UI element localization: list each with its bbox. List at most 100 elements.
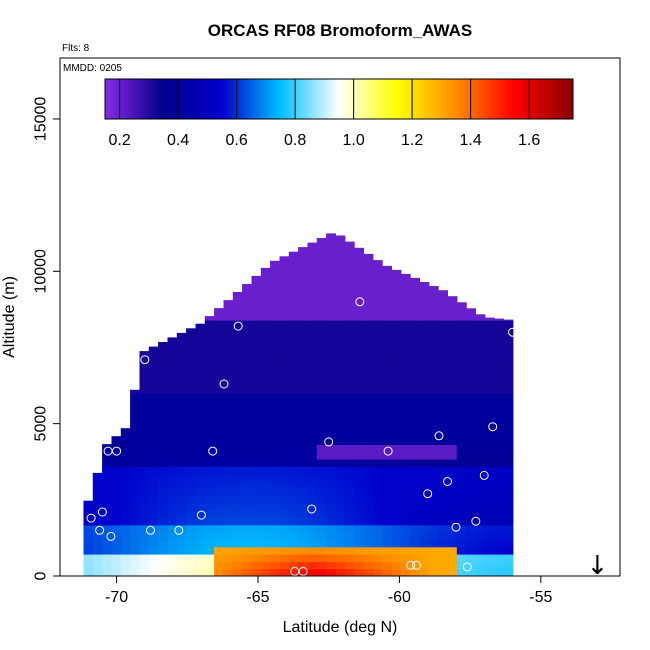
heatmap-cell: [335, 393, 346, 402]
heatmap-cell: [232, 393, 243, 402]
heatmap-cell: [382, 473, 392, 482]
heatmap-cell: [111, 568, 122, 576]
heatmap-cell: [307, 290, 318, 299]
heatmap-cell: [242, 371, 252, 380]
heatmap-cell: [354, 276, 364, 285]
heatmap-cell: [335, 235, 346, 241]
heatmap-cell: [391, 473, 402, 482]
heatmap-cell: [344, 241, 355, 248]
heatmap-cell: [484, 371, 495, 380]
heatmap-cell: [400, 539, 411, 548]
heatmap-cell: [298, 378, 308, 387]
heatmap-cell: [438, 422, 448, 431]
heatmap-cell: [130, 437, 140, 445]
heatmap-cell: [139, 459, 150, 467]
heatmap-cell: [344, 495, 355, 504]
heatmap-cell: [363, 276, 374, 285]
heatmap-cell: [83, 524, 94, 533]
sample-point: [471, 516, 481, 526]
heatmap-cell: [391, 495, 402, 504]
heatmap-cell: [307, 371, 318, 380]
sample-point: [488, 422, 498, 432]
heatmap-cell: [326, 473, 336, 482]
heatmap-cell: [186, 451, 196, 460]
heatmap-cell: [438, 517, 448, 526]
heatmap-cell: [438, 342, 448, 350]
heatmap-cell: [400, 283, 411, 292]
heatmap-cell: [214, 312, 224, 321]
heatmap-cell: [232, 568, 243, 576]
heatmap-cell: [251, 407, 262, 416]
heatmap-cell: [391, 407, 402, 416]
heatmap-cell: [419, 349, 430, 358]
heatmap-cell: [148, 517, 159, 526]
heatmap-cell: [242, 415, 252, 423]
heatmap-cell: [298, 290, 308, 299]
heatmap-cell: [204, 561, 215, 570]
heatmap-cell: [503, 539, 514, 548]
heatmap-cell: [372, 437, 383, 445]
heatmap-cell: [475, 451, 486, 460]
heatmap-cell: [242, 532, 252, 540]
heatmap-cell: [298, 363, 308, 372]
heatmap-cell: [335, 261, 346, 270]
heatmap-cell: [503, 466, 514, 475]
heatmap-cell: [214, 378, 224, 387]
heatmap-cell: [335, 444, 346, 453]
heatmap-cell: [344, 429, 355, 438]
heatmap-cell: [363, 305, 374, 314]
heatmap-cell: [419, 283, 430, 292]
heatmap-cell: [438, 356, 448, 365]
heatmap-cell: [447, 342, 458, 350]
heatmap-cell: [372, 371, 383, 380]
heatmap-cell: [494, 400, 504, 409]
heatmap-cell: [111, 444, 122, 453]
heatmap-cell: [316, 298, 327, 306]
heatmap-cell: [260, 276, 271, 285]
heatmap-cell: [223, 502, 234, 511]
heatmap-cell: [363, 568, 374, 576]
heatmap-cell: [382, 502, 392, 511]
heatmap-cell: [307, 261, 318, 270]
heatmap-cell: [316, 422, 327, 431]
heatmap-cell: [438, 524, 448, 533]
heatmap-cell: [307, 495, 318, 504]
heatmap-cell: [242, 554, 252, 562]
heatmap-cell: [447, 510, 458, 519]
heatmap-cell: [195, 415, 206, 423]
heatmap-cell: [260, 561, 271, 570]
heatmap-cell: [363, 349, 374, 358]
heatmap-cell: [232, 444, 243, 453]
heatmap-cell: [456, 305, 467, 314]
heatmap-cell: [307, 385, 318, 394]
heatmap-cell: [195, 334, 206, 343]
heatmap-cell: [400, 532, 411, 540]
heatmap-cell: [382, 283, 392, 292]
heatmap-cell: [428, 561, 439, 570]
heatmap-cell: [363, 466, 374, 475]
heatmap-cell: [158, 349, 168, 358]
heatmap-cell: [447, 539, 458, 548]
heatmap-cell: [363, 290, 374, 299]
heatmap-cell: [186, 422, 196, 431]
heatmap-cell: [344, 473, 355, 482]
heatmap-cell: [354, 393, 364, 402]
heatmap-cell: [251, 290, 262, 299]
heatmap-cell: [120, 524, 131, 533]
heatmap-cell: [186, 334, 196, 343]
heatmap-cell: [494, 451, 504, 460]
heatmap-cell: [466, 342, 476, 350]
heatmap-cell: [279, 371, 290, 380]
heatmap-cell: [260, 495, 271, 504]
heatmap-cell: [400, 327, 411, 336]
heatmap-cell: [372, 385, 383, 394]
heatmap-cell: [298, 298, 308, 306]
heatmap-cell: [204, 466, 215, 475]
heatmap-cell: [363, 298, 374, 306]
heatmap-cell: [354, 385, 364, 394]
heatmap-cell: [363, 488, 374, 497]
heatmap-cell: [456, 510, 467, 519]
heatmap-cell: [307, 298, 318, 306]
heatmap-cell: [316, 502, 327, 511]
